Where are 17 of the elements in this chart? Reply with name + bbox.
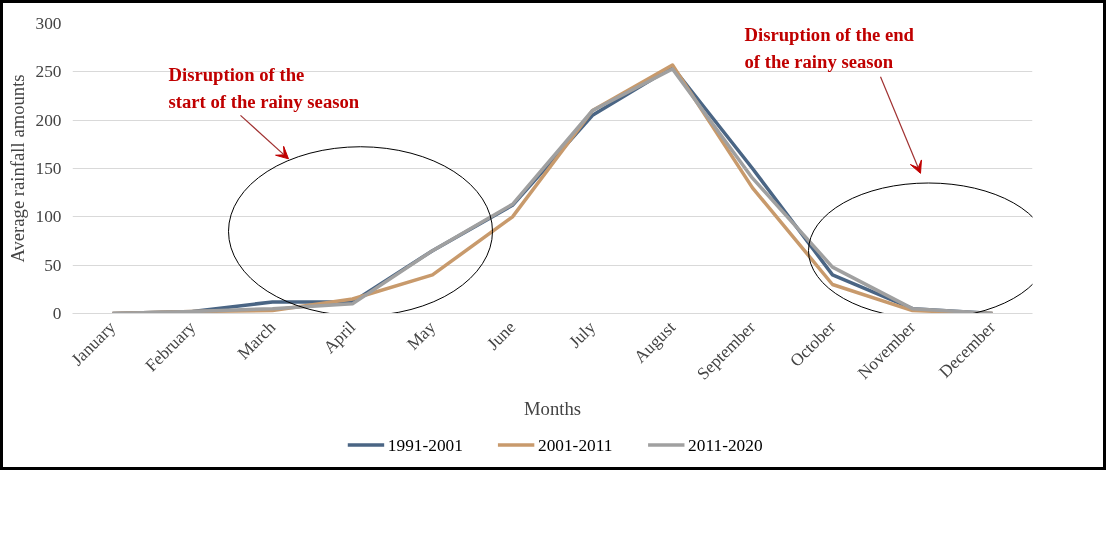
y-tick-label: 150 [35,159,62,178]
x-tick-label: May [403,317,440,354]
annotation: Disruption of the end of the rainy season [744,23,915,72]
y-tick-label: 300 [35,14,62,33]
x-tick-label: June [483,317,520,354]
y-axis-title: Average rainfall amounts [6,74,28,263]
legend-label: 2011-2020 [688,435,763,455]
x-axis-title: Months [523,398,582,420]
y-tick-label: 200 [35,110,62,130]
legend-label: 2001-2011 [537,435,613,455]
y-tick-label: 50 [44,255,62,275]
x-tick-label: July [565,317,600,352]
y-tick-label: 0 [52,304,62,323]
legend-label: 1991-2001 [387,435,463,455]
y-tick-label: 100 [35,207,62,227]
annotation: Disruption of the start of the rainy season [168,64,360,113]
y-tick-label: 250 [35,62,62,82]
